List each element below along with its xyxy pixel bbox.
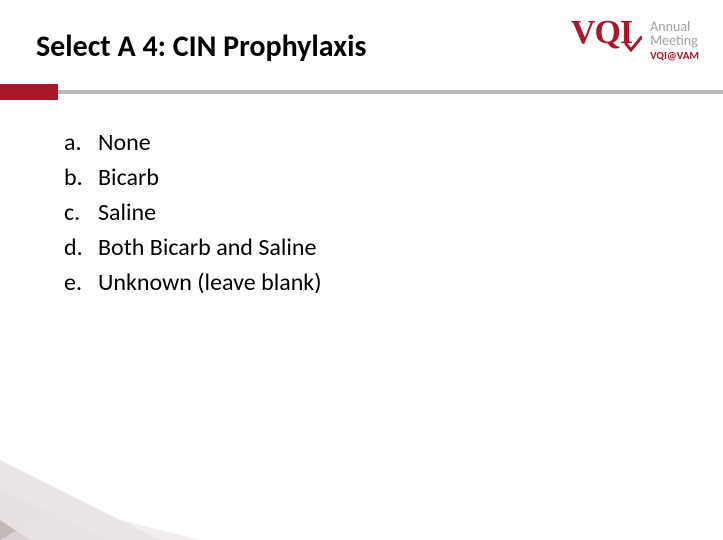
logo-block: VQI Annual Meeting VQI@VAM [571,18,699,61]
list-item: c. Saline [64,198,322,227]
slide-title: Select A 4: CIN Prophylaxis [36,28,366,65]
list-item: e. Unknown (leave blank) [64,268,322,297]
rule-red-block [0,84,58,100]
logo-line2: Meeting [650,34,699,48]
option-marker: e. [64,268,98,297]
option-text: None [98,128,151,157]
rule-grey-line [58,90,723,94]
slide-body: Select A 4: CIN Prophylaxis VQI Annual M… [0,0,723,540]
logo-main: VQI [571,18,632,49]
list-item: a. None [64,128,322,157]
options-list: a. None b. Bicarb c. Saline d. Both Bica… [64,128,322,303]
chevron-decoration-icon [0,420,260,540]
option-marker: b. [64,163,98,192]
option-marker: c. [64,198,98,227]
option-text: Bicarb [98,163,159,192]
option-marker: a. [64,128,98,157]
option-marker: d. [64,233,98,262]
logo-checkmark-icon [624,36,642,54]
title-rule [0,84,723,103]
option-text: Both Bicarb and Saline [98,233,316,262]
list-item: b. Bicarb [64,163,322,192]
option-text: Unknown (leave blank) [98,268,322,297]
logo-sub: VQI@VAM [650,50,699,61]
list-item: d. Both Bicarb and Saline [64,233,322,262]
option-text: Saline [98,198,156,227]
